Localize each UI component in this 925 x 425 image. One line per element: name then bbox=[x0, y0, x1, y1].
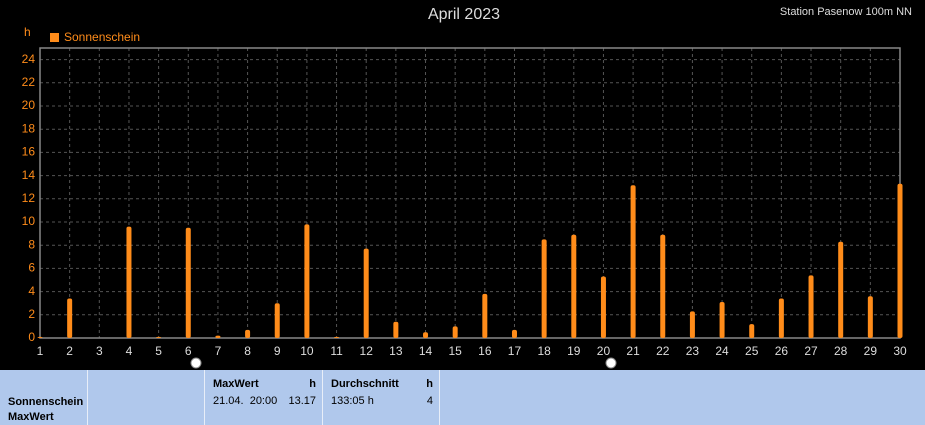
x-tick-label: 20 bbox=[597, 344, 611, 358]
x-tick-label: 7 bbox=[215, 344, 222, 358]
chart: April 2023 Station Pasenow 100m NN h 024… bbox=[22, 6, 912, 369]
bar bbox=[37, 336, 43, 338]
y-tick-label: 6 bbox=[28, 261, 35, 275]
x-tick-label: 23 bbox=[686, 344, 700, 358]
row-label-cell: Sonnenschein MaxWert bbox=[0, 370, 88, 425]
x-tick-label: 8 bbox=[244, 344, 251, 358]
bar bbox=[126, 226, 132, 338]
moon-icon bbox=[190, 357, 202, 369]
y-tick-label: 10 bbox=[22, 214, 36, 228]
x-tick-label: 21 bbox=[626, 344, 640, 358]
x-tick-label: 17 bbox=[508, 344, 522, 358]
bar bbox=[452, 326, 458, 338]
x-tick-label: 19 bbox=[567, 344, 581, 358]
bar bbox=[749, 324, 755, 338]
x-tick-label: 4 bbox=[126, 344, 133, 358]
column-header: MaxWert bbox=[213, 378, 259, 390]
legend-label: Sonnenschein bbox=[64, 30, 140, 44]
column-header: Durchschnitt bbox=[331, 378, 399, 390]
x-tick-label: 10 bbox=[300, 344, 314, 358]
x-tick-label: 29 bbox=[864, 344, 878, 358]
x-tick-label: 16 bbox=[478, 344, 492, 358]
x-tick-label: 25 bbox=[745, 344, 759, 358]
y-tick-label: 12 bbox=[22, 191, 36, 205]
x-tick-label: 18 bbox=[537, 344, 551, 358]
x-tick-label: 13 bbox=[389, 344, 403, 358]
summary-table: Sonnenschein MaxWert MaxWert h 21.04. 20… bbox=[0, 370, 925, 425]
y-tick-label: 14 bbox=[22, 168, 36, 182]
bar bbox=[600, 276, 606, 338]
x-tick-label: 9 bbox=[274, 344, 281, 358]
x-tick-label: 14 bbox=[419, 344, 433, 358]
bar bbox=[541, 239, 547, 338]
column-cell: MaxWert h 21.04. 20:00 13.17 bbox=[205, 370, 323, 425]
bar bbox=[304, 224, 310, 338]
chart-subtitle: Station Pasenow 100m NN bbox=[780, 6, 912, 18]
row-label: Sonnenschein bbox=[8, 396, 84, 408]
y-tick-label: 4 bbox=[28, 284, 35, 298]
bar bbox=[689, 311, 695, 338]
x-tick-label: 12 bbox=[360, 344, 374, 358]
x-tick-label: 3 bbox=[96, 344, 103, 358]
bar bbox=[719, 302, 725, 338]
table-cell: 4 bbox=[426, 395, 433, 407]
x-tick-label: 22 bbox=[656, 344, 670, 358]
x-tick-label: 1 bbox=[37, 344, 44, 358]
bar bbox=[897, 183, 903, 338]
moon-icon bbox=[605, 357, 617, 369]
table-cell: 133:05 h bbox=[331, 395, 374, 407]
bar bbox=[156, 336, 162, 338]
x-tick-label: 6 bbox=[185, 344, 192, 358]
bar bbox=[838, 241, 844, 338]
x-tick-label: 26 bbox=[775, 344, 789, 358]
y-tick-label: 20 bbox=[22, 98, 36, 112]
bar bbox=[245, 329, 251, 338]
chart-title: April 2023 bbox=[428, 6, 500, 23]
bar bbox=[423, 332, 429, 338]
y-tick-label: 16 bbox=[22, 145, 36, 159]
bar bbox=[630, 185, 636, 338]
table-cell: 21.04. 20:00 bbox=[213, 395, 278, 407]
y-tick-label: 0 bbox=[28, 330, 35, 344]
bar bbox=[67, 298, 73, 338]
x-tick-label: 5 bbox=[155, 344, 162, 358]
y-tick-label: 24 bbox=[22, 52, 36, 66]
legend-swatch bbox=[50, 33, 59, 42]
x-tick-label: 30 bbox=[893, 344, 907, 358]
x-tick-label: 2 bbox=[66, 344, 73, 358]
y-axis-label: h bbox=[24, 25, 31, 39]
bar bbox=[571, 234, 577, 338]
column-unit: h bbox=[426, 378, 433, 390]
x-tick-label: 28 bbox=[834, 344, 848, 358]
x-tick-label: 27 bbox=[804, 344, 818, 358]
y-tick-label: 8 bbox=[28, 237, 35, 251]
x-tick-label: 15 bbox=[448, 344, 462, 358]
column-unit: h bbox=[309, 378, 316, 390]
x-tick-label: 11 bbox=[330, 344, 343, 358]
y-tick-label: 22 bbox=[22, 75, 36, 89]
bar bbox=[363, 248, 369, 338]
bar bbox=[334, 336, 340, 338]
bar bbox=[482, 293, 488, 338]
bar bbox=[808, 275, 814, 338]
empty-cell bbox=[88, 370, 205, 425]
bar bbox=[867, 296, 873, 338]
plot-border bbox=[39, 47, 901, 339]
bar bbox=[511, 329, 517, 338]
bar bbox=[393, 321, 399, 338]
table-cell: 13.17 bbox=[288, 395, 316, 407]
x-tick-label: 24 bbox=[715, 344, 729, 358]
bar bbox=[778, 298, 784, 338]
y-tick-label: 18 bbox=[22, 121, 36, 135]
bar bbox=[215, 335, 221, 338]
bar bbox=[660, 234, 666, 338]
bar bbox=[274, 303, 280, 338]
y-tick-label: 2 bbox=[28, 307, 35, 321]
row-label: MaxWert bbox=[8, 411, 54, 423]
bar bbox=[185, 227, 191, 338]
column-cell: Durchschnitt h 133:05 h 4 bbox=[323, 370, 440, 425]
